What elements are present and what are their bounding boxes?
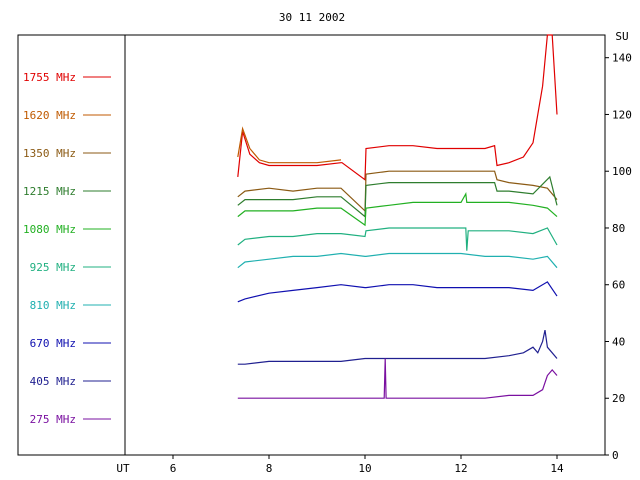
y-tick-label: 40 [612,335,625,348]
legend-label: 1350 MHz [23,147,76,160]
x-tick-label: 8 [266,462,273,475]
y-tick-label: 60 [612,279,625,292]
y-axis: SU 0 20 40 60 80 100 120 140 [605,30,632,462]
legend: 1755 MHz 1620 MHz 1350 MHz 1215 MHz 1080 MHz… [23,71,111,426]
series-line [237,252,558,269]
legend-label: 670 MHz [30,337,76,350]
x-axis-label: UT [116,462,130,475]
series-line [237,175,558,218]
legend-label: 1215 MHz [23,185,76,198]
x-tick-label: 12 [454,462,467,475]
legend-label: 925 MHz [30,261,76,274]
chart-title: 30 11 2002 [279,11,345,24]
x-axis: UT 6 8 10 12 14 [116,455,564,475]
y-tick-label: 80 [612,222,625,235]
plot-frame [17,34,606,456]
legend-label: 275 MHz [30,413,76,426]
series-line [237,358,558,399]
legend-label: 810 MHz [30,299,76,312]
series-line [237,329,558,365]
y-tick-label: 0 [612,449,619,462]
legend-label: 1755 MHz [23,71,76,84]
x-tick-label: 6 [170,462,177,475]
y-axis-label: SU [615,30,628,43]
series-group [237,34,558,399]
series-line [237,227,558,251]
y-tick-label: 20 [612,392,625,405]
series-line [237,34,558,181]
series-line [237,192,558,227]
y-tick-label: 140 [612,52,632,65]
series-line [237,281,558,303]
y-tick-label: 120 [612,108,632,121]
series-line [237,170,558,213]
legend-label: 1080 MHz [23,223,76,236]
legend-label: 405 MHz [30,375,76,388]
x-tick-label: 10 [358,462,371,475]
legend-label: 1620 MHz [23,109,76,122]
x-tick-label: 14 [550,462,564,475]
series-line [237,126,342,164]
y-tick-label: 100 [612,165,632,178]
